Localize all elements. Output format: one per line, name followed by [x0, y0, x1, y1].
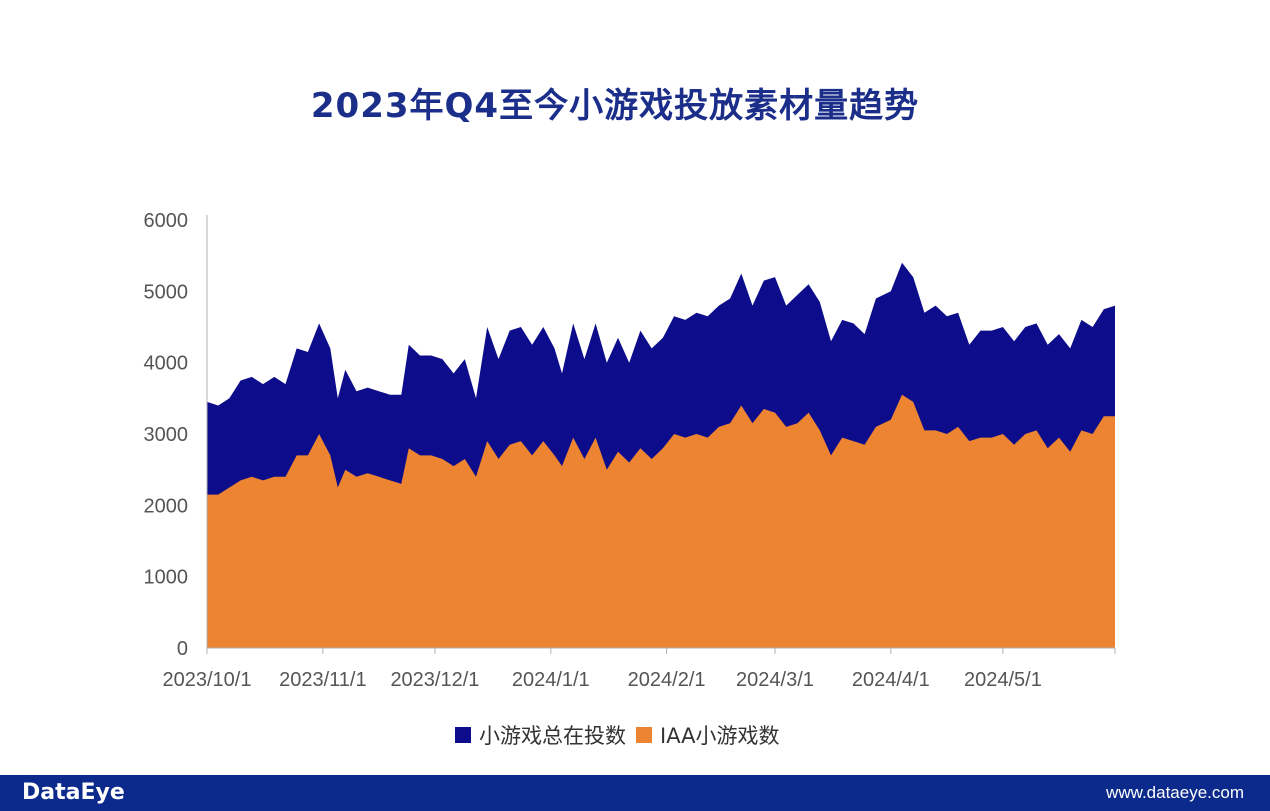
legend-label-iaa: IAA小游戏数: [660, 724, 780, 748]
footer-url: www.dataeye.com: [1106, 783, 1244, 802]
brand-logo: DataEye: [22, 780, 125, 805]
y-tick-label: 3000: [144, 424, 189, 446]
x-tick-label: 2024/2/1: [628, 669, 706, 691]
legend-swatch-iaa: [636, 727, 652, 743]
y-tick-label: 0: [177, 638, 188, 660]
legend-item-total: 小游戏总在投数: [455, 720, 626, 750]
y-tick-label: 5000: [144, 281, 189, 303]
x-tick-label: 2024/5/1: [964, 669, 1042, 691]
x-tick-label: 2024/3/1: [736, 669, 814, 691]
x-tick-label: 2024/4/1: [852, 669, 930, 691]
y-tick-label: 1000: [144, 567, 189, 589]
legend-swatch-total: [455, 727, 471, 743]
legend-label-total: 小游戏总在投数: [479, 724, 626, 748]
legend: 小游戏总在投数 IAA小游戏数: [455, 720, 780, 750]
y-tick-label: 2000: [144, 495, 189, 517]
x-tick-label: 2023/10/1: [163, 669, 252, 691]
x-tick-label: 2023/11/1: [279, 669, 367, 691]
legend-item-iaa: IAA小游戏数: [636, 720, 780, 750]
footer-bar: DataEye www.dataeye.com: [0, 775, 1270, 811]
y-tick-label: 6000: [144, 210, 189, 232]
chart-title: 2023年Q4至今小游戏投放素材量趋势: [310, 86, 920, 126]
area-series-1: [207, 394, 1115, 648]
x-tick-label: 2023/12/1: [390, 669, 479, 691]
y-tick-label: 4000: [144, 353, 189, 375]
x-tick-label: 2024/1/1: [512, 669, 590, 691]
